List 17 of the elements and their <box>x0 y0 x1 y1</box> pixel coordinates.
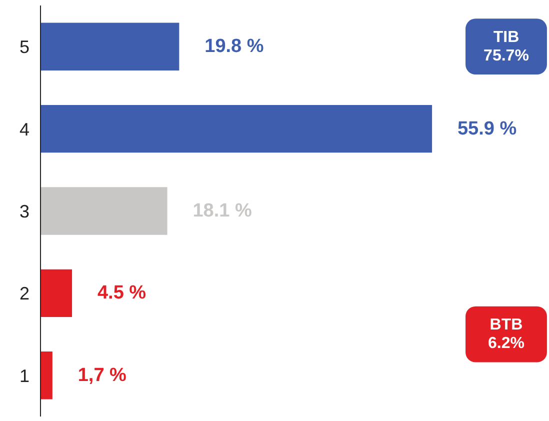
y-tick-label: 5 <box>19 37 30 58</box>
text: BTB 6.2% <box>488 316 524 352</box>
data-label: 4.5 % <box>97 282 146 304</box>
y-tick-label: 1 <box>19 366 30 386</box>
bar <box>40 352 52 400</box>
data-label: 18.1 % <box>192 200 252 222</box>
y-tick-label: 3 <box>19 202 30 222</box>
data-label: 55.9 % <box>457 118 517 140</box>
bar <box>40 104 432 153</box>
bar <box>40 187 168 235</box>
data-label: 1,7 % <box>78 364 127 386</box>
text: TIB 75.7% <box>484 28 529 64</box>
bar <box>40 22 180 70</box>
bar <box>40 269 72 318</box>
y-tick-label: 2 <box>19 284 30 304</box>
data-label: 19.8 % <box>204 36 264 58</box>
y-tick-label: 4 <box>19 119 30 140</box>
